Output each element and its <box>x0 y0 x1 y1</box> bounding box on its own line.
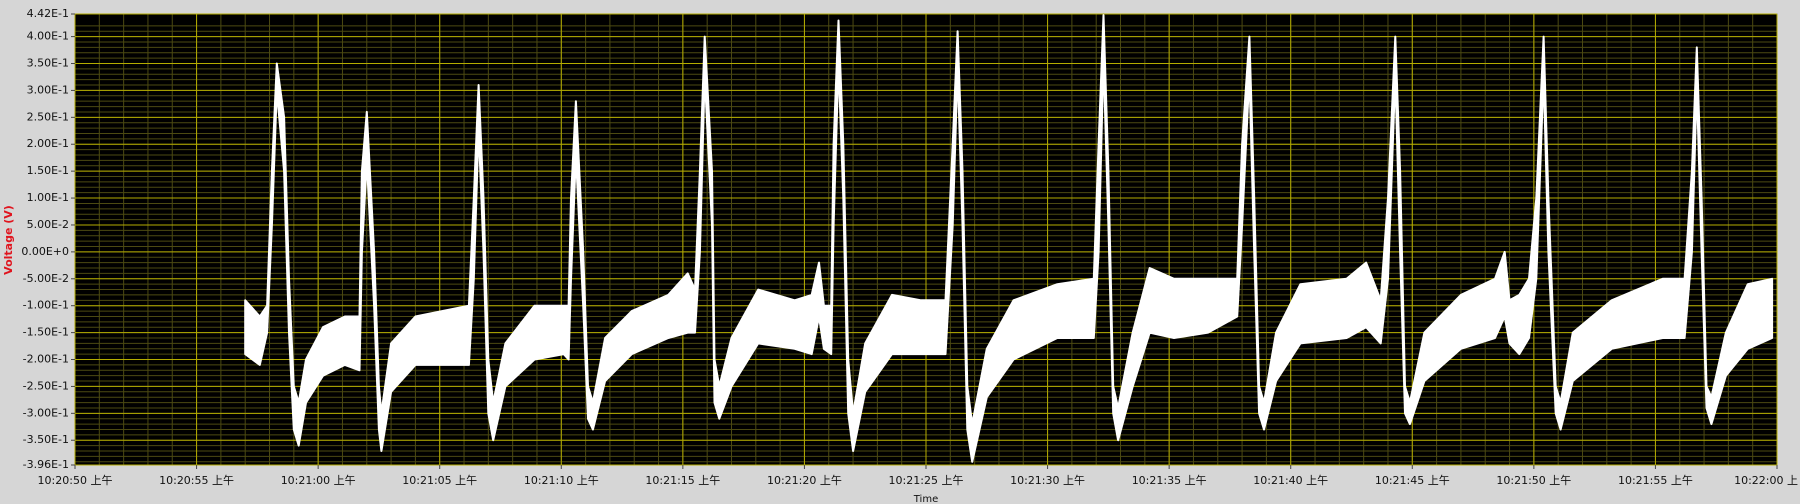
y-tick-label: 1.50E-1 <box>27 164 69 177</box>
marks <box>244 14 1774 463</box>
y-tick-label: -2.50E-1 <box>23 379 69 392</box>
x-axis-label: Time <box>913 494 938 504</box>
y-tick-label: 4.00E-1 <box>27 30 69 43</box>
y-tick-label: 5.00E-2 <box>27 218 69 231</box>
x-tick-label: 10:21:40 上午 <box>1253 474 1328 487</box>
x-tick-label: 10:21:05 上午 <box>402 474 477 487</box>
y-tick-label: -2.00E-1 <box>23 353 69 366</box>
x-tick-label: 10:21:45 上午 <box>1375 474 1450 487</box>
labels: 4.42E-1 4.00E-1 3.50E-1 3.00E-1 2.50E-1 2.00E… <box>21 7 1798 487</box>
y-tick-label: 3.00E-1 <box>27 83 69 96</box>
y-tick-label: 4.42E-1 <box>27 7 69 20</box>
x-tick-label: 10:22:00 上 <box>1734 474 1798 487</box>
x-tick-label: 10:21:00 上午 <box>281 474 356 487</box>
y-tick-label: -5.00E-2 <box>23 272 69 285</box>
x-tick-label: 10:21:15 上午 <box>645 474 720 487</box>
x-tick-label: 10:21:25 上午 <box>889 474 964 487</box>
x-tick-label: 10:21:20 上午 <box>767 474 842 487</box>
y-tick-label: -3.96E-1 <box>23 458 69 471</box>
x-tick-label: 10:21:30 上午 <box>1010 474 1085 487</box>
y-tick-label: -3.50E-1 <box>23 433 69 446</box>
x-tick-label: 10:21:55 上午 <box>1618 474 1693 487</box>
grid <box>74 13 1778 466</box>
y-axis-label: Voltage (V) <box>2 205 15 275</box>
y-tick-label: 3.50E-1 <box>27 57 69 70</box>
y-tick-label: 2.00E-1 <box>27 137 69 150</box>
y-tick-label: -1.50E-1 <box>23 326 69 339</box>
y-tick-label: -3.00E-1 <box>23 406 69 419</box>
y-tick-label: -1.00E-1 <box>23 299 69 312</box>
x-tick-label: 10:20:55 上午 <box>159 474 234 487</box>
y-tick-label: 1.00E-1 <box>27 191 69 204</box>
x-tick-label: 10:21:10 上午 <box>524 474 599 487</box>
x-tick-label: 10:20:50 上午 <box>38 474 113 487</box>
y-tick-label: 0.00E+0 <box>21 245 69 258</box>
x-tick-label: 10:21:50 上午 <box>1496 474 1571 487</box>
signal-band <box>244 14 1774 463</box>
y-tick-label: 2.50E-1 <box>27 110 69 123</box>
x-tick-label: 10:21:35 上午 <box>1132 474 1207 487</box>
